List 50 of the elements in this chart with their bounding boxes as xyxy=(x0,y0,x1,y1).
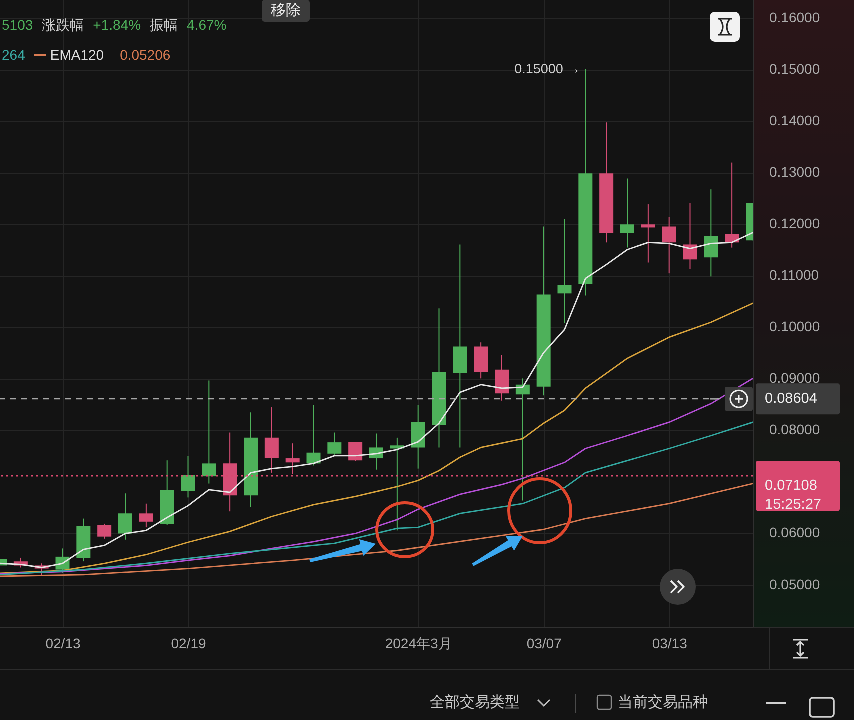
candlestick xyxy=(683,203,698,270)
candlestick xyxy=(181,456,196,498)
annotation: 移除 xyxy=(262,0,310,22)
annotation: 4.67% xyxy=(187,16,227,34)
annotation: 0.05206 xyxy=(120,46,171,64)
candlestick xyxy=(641,204,656,264)
ref-line-label: 0.07108 15:25:27 xyxy=(765,478,822,514)
candlestick xyxy=(704,189,718,278)
candlestick xyxy=(264,407,279,474)
annotation: 0.15000 → xyxy=(514,62,581,77)
x-tick-label: 2024年3月 xyxy=(385,636,452,652)
candlestick xyxy=(139,503,154,528)
y-tick-label: 0.11000 xyxy=(770,267,820,284)
y-tick-label: 0.08000 xyxy=(770,422,820,438)
annotation: 振幅 xyxy=(150,16,178,34)
line-series xyxy=(0,302,753,574)
y-tick-label: 0.13000 xyxy=(770,164,820,180)
text: 全部交易类型 xyxy=(430,694,520,712)
y-tick-label: 0.12000 xyxy=(770,216,820,232)
y-tick-label: 0.05000 xyxy=(770,576,820,592)
ref-line-label: 0.08604 xyxy=(765,391,818,408)
x-tick-label: 03/07 xyxy=(526,636,562,652)
candlestick xyxy=(118,493,132,540)
y-tick-label: 0.16000 xyxy=(770,10,820,26)
y-tick-label: 0.14000 xyxy=(770,112,820,129)
annotation: 264 xyxy=(2,46,26,64)
candlestick xyxy=(662,216,676,274)
x-tick-label: 02/19 xyxy=(171,636,206,652)
annotation: +1.84% xyxy=(93,16,142,34)
candlestick xyxy=(328,432,342,456)
candlestick xyxy=(620,178,634,248)
annotation: 涨跌幅 xyxy=(42,16,84,34)
y-tick-label: 0.06000 xyxy=(770,524,820,541)
y-tick-label: 0.09000 xyxy=(770,370,820,386)
candlestick xyxy=(495,354,509,402)
line-series xyxy=(0,422,753,576)
line-series xyxy=(0,483,753,578)
annotation: 5103 xyxy=(2,16,34,34)
line-series xyxy=(0,378,753,575)
candlestick xyxy=(348,442,363,462)
candlestick xyxy=(558,218,572,324)
y-tick-label: 0.15000 xyxy=(770,61,820,78)
legend-label: EMA120 xyxy=(50,46,104,64)
x-tick-label: 02/13 xyxy=(46,636,81,652)
candlestick xyxy=(202,380,216,484)
candlestick xyxy=(306,404,321,466)
x-tick-label: 03/13 xyxy=(652,636,688,652)
candlestick xyxy=(98,523,112,540)
text: 当前交易品种 xyxy=(618,694,708,712)
y-tick-label: 0.10000 xyxy=(770,318,820,335)
